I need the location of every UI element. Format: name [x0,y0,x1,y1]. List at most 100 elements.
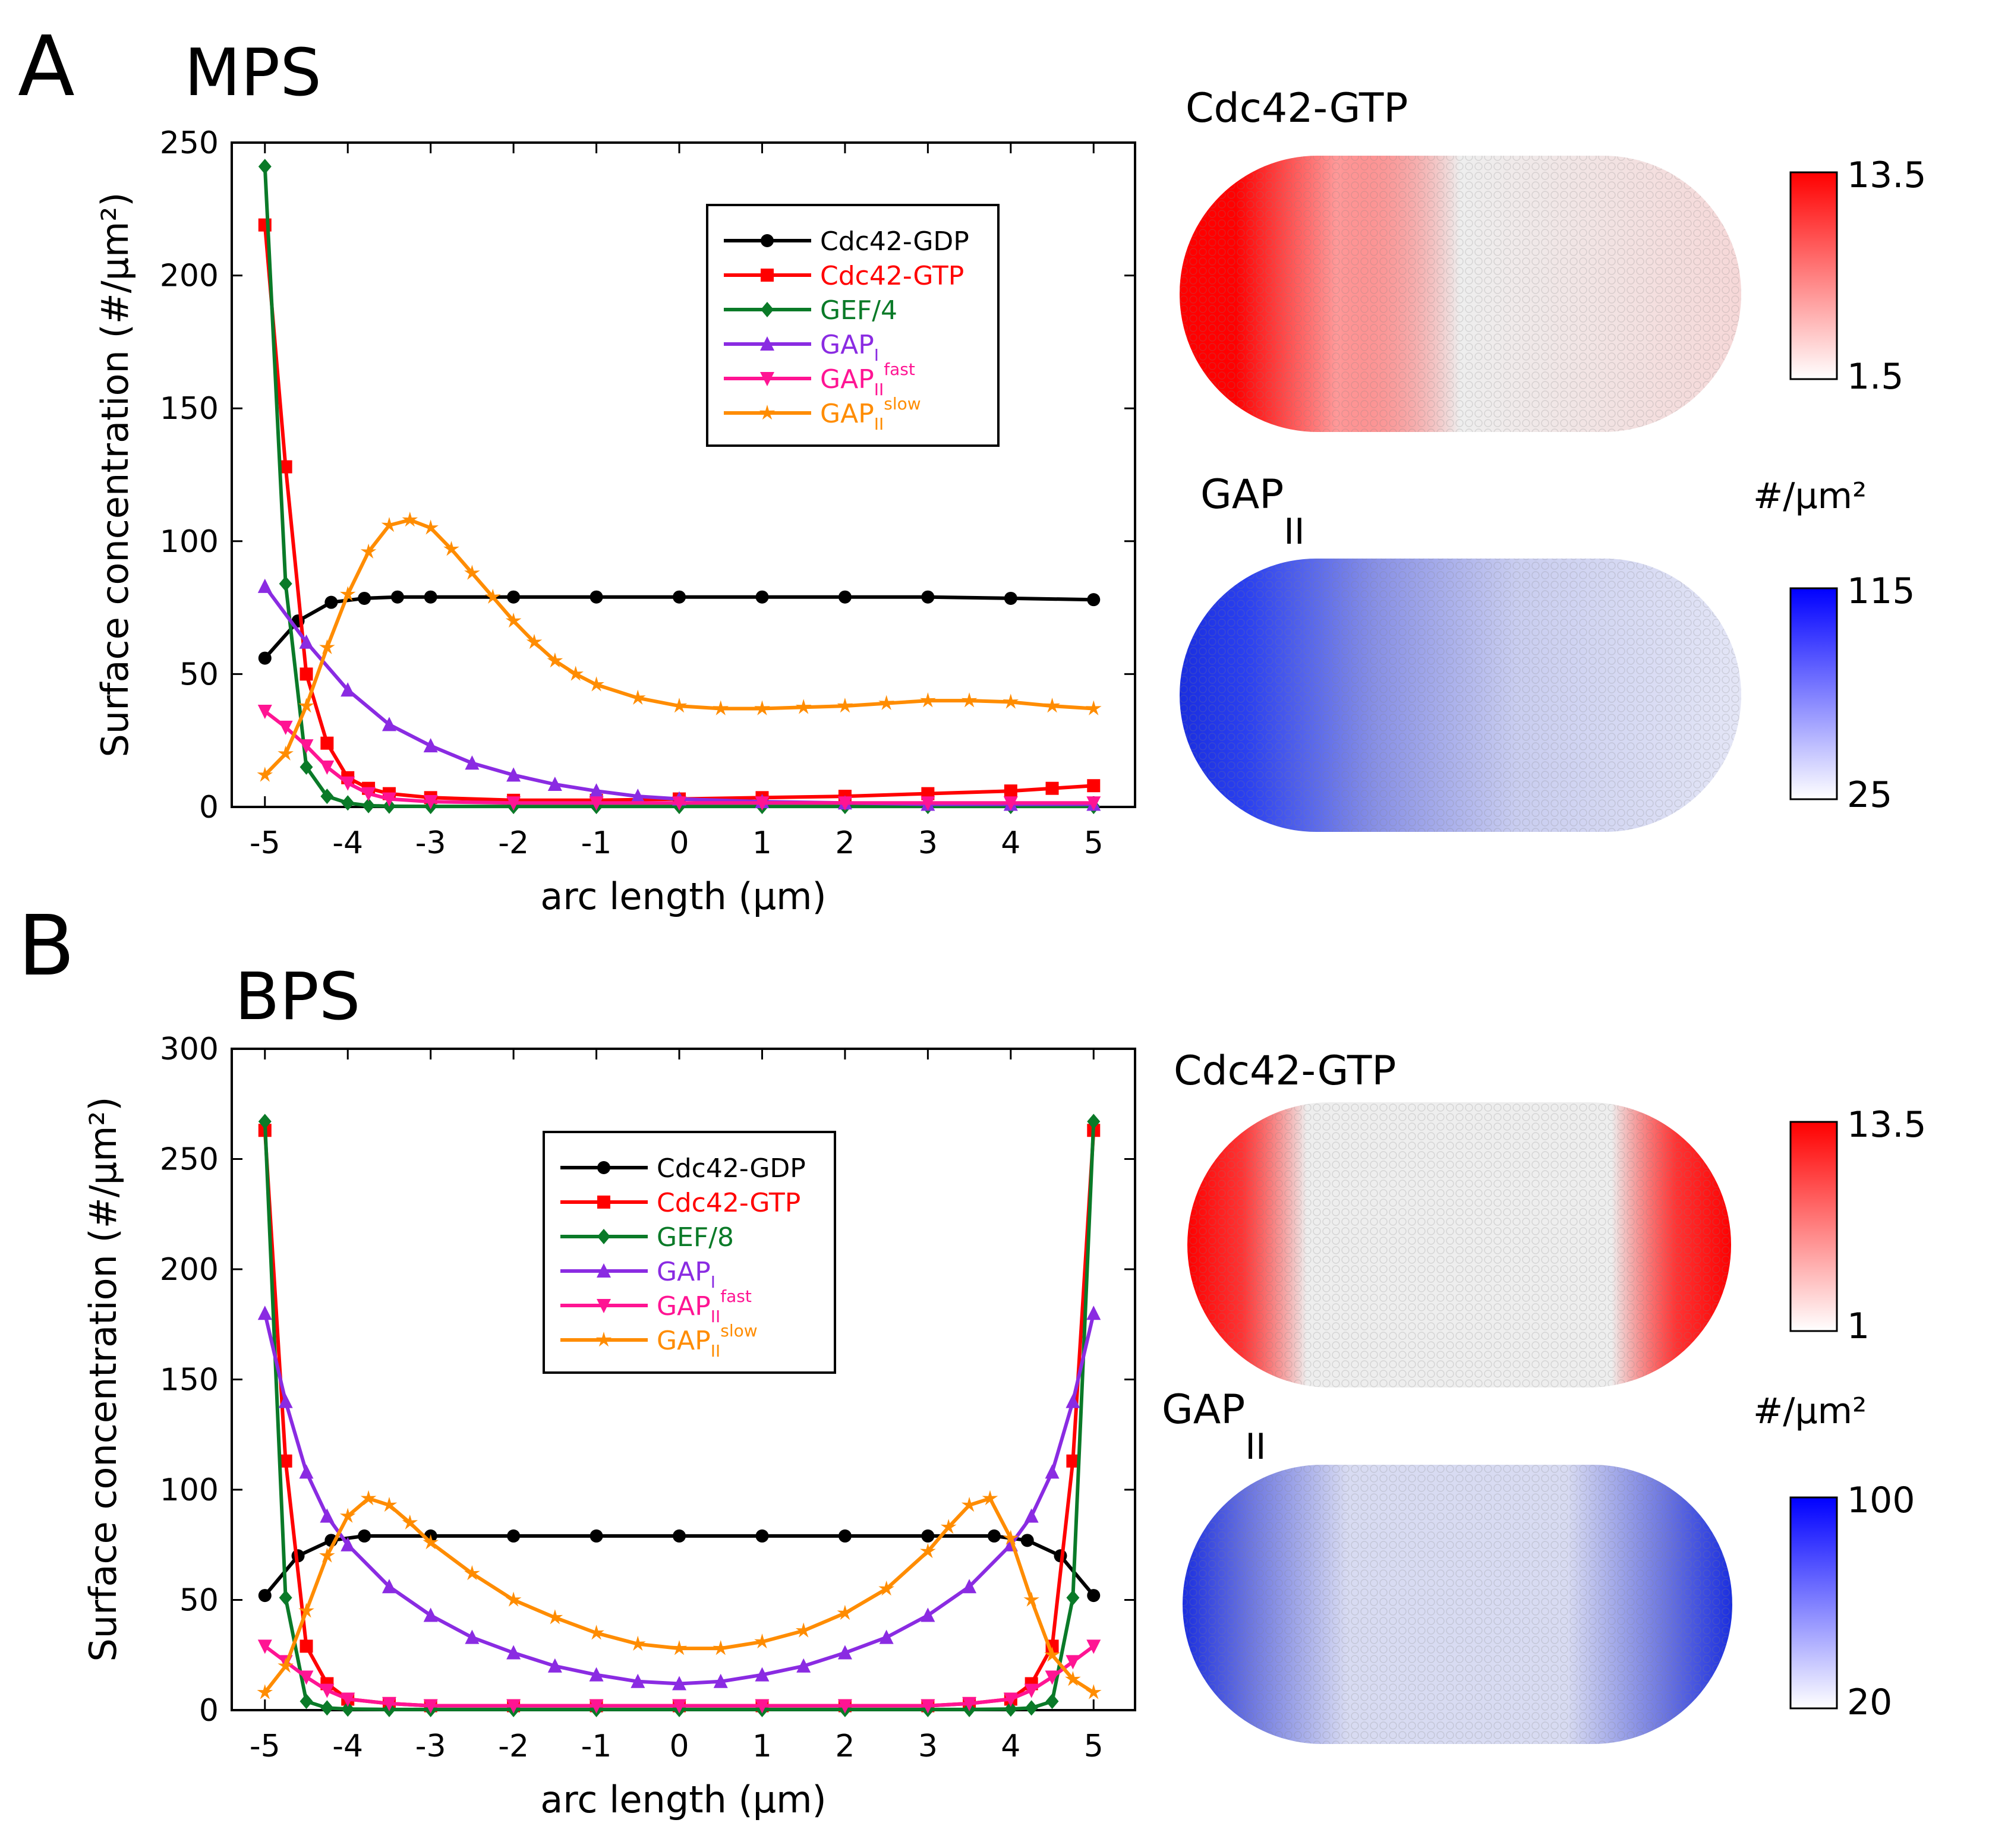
chart-b-point-gef-8 [1066,1590,1080,1606]
chart-b-legend-label-gap-ii-slow: GAPIIslow [657,1321,758,1361]
chart-a-point-cdc42-gtp [320,736,334,750]
chart-b-point-gap-ii-slow [837,1604,853,1620]
chart-b-xtick-label: 5 [1084,1729,1104,1764]
chart-a-point-cdc42-gdp [1004,591,1017,605]
map-a2-max: 115 [1847,570,1915,612]
chart-a-xtick-label: 2 [835,825,855,861]
chart-a-point-cdc42-gdp [921,590,935,604]
chart-a-legend-label-gap-ii-slow: GAPIIslow [820,394,921,434]
chart-b-xtick-label: 1 [752,1729,772,1764]
chart-a-point-gap-i [423,738,438,753]
chart-a-point-gef-4 [341,795,355,811]
chart-a-point-gap-i [257,578,272,593]
chart-a-point-gap-ii-slow [920,692,936,708]
chart-a-line-gap-ii-fast [263,709,1094,805]
chart-a-point-gap-ii-fast [299,739,314,754]
chart-b-point-cdc42-gdp [755,1529,769,1543]
chart-b-point-gap-ii-fast [589,1699,604,1714]
chart-b-point-gap-i [423,1607,438,1622]
chart-b-point-gap-ii-slow [402,1514,418,1530]
chart-b-point-gap-i [631,1673,645,1688]
chart-b-xtick-label: -3 [415,1729,446,1764]
chart-b-line-gap-ii-slow [263,1496,1095,1694]
chart-b-point-gap-i [755,1667,770,1682]
chart-b-point-gap-ii-slow [920,1543,936,1559]
chart-a-legend-label-gap-i: GAPI [820,330,879,365]
chart-a-ytick-label: 250 [160,125,219,161]
chart-a-point-cdc42-gdp [507,590,521,604]
chart-b-point-gap-i [506,1645,521,1660]
chart-a-point-gap-i [341,682,355,697]
map-a-cdc42-gtp: Cdc42-GTP 13.5 1.5 [1180,85,1927,432]
chart-a-legend-box [706,204,1000,447]
chart-a-xtick-label: -4 [332,825,363,861]
chart-b-xtick-label: 2 [835,1729,855,1764]
chart-a-point-gap-ii-fast [506,796,521,811]
chart-a-point-gap-i [465,755,480,770]
chart-b-point-gap-ii-fast [1024,1683,1039,1698]
chart-a-series-cdc42-gdp [258,590,1101,665]
chart-b-point-gap-ii-slow [982,1490,998,1506]
chart-a-ytick-label: 100 [160,524,219,560]
chart-a-point-gap-ii-slow [298,698,314,713]
chart-b-point-gap-ii-slow [381,1497,398,1512]
chart-a-point-gap-ii-fast [672,796,687,811]
map-b1-colorbar [1789,1121,1838,1332]
chart-b-point-gap-i [278,1393,293,1408]
map-a-gap-ii: GAPII #/μm² 115 25 [1180,471,1915,832]
chart-a-point-gap-i [547,776,562,791]
chart-b-point-gap-ii-fast [423,1699,438,1714]
chart-b-point-gef-8 [1025,1700,1038,1716]
chart-b-point-cdc42-gdp [590,1529,603,1543]
chart-b-point-gap-ii-slow [360,1490,377,1506]
chart-b-xtick-label: 4 [1001,1729,1020,1764]
map-a2-unit: #/μm² [1753,475,1867,517]
chart-b-point-cdc42-gdp [921,1529,935,1543]
chart-b-point-gap-i [382,1579,396,1594]
chart-a-legend-label-cdc42-gdp: Cdc42-GDP [820,226,969,257]
chart-b-point-gap-ii-slow [547,1609,563,1625]
chart-b-point-gap-i [547,1658,562,1673]
chart-b-point-gef-8 [1045,1694,1059,1710]
chart-a-point-cdc42-gdp [424,590,437,604]
chart-a-point-gap-ii-fast [257,705,272,720]
chart-a-point-gap-i [299,634,314,649]
chart-a-point-cdc42-gdp [358,591,371,605]
chart-a-ylabel: Surface concentration (#/μm²) [93,193,137,758]
chart-a-point-gef-4 [300,759,313,775]
chart-a-ytick-label: 0 [199,790,219,825]
chart-b-point-gap-ii-slow [339,1508,356,1523]
chart-b-point-gef-8 [1087,1114,1101,1130]
map-a2-surface-texture [1180,559,1741,832]
chart-b-xtick-label: -4 [332,1729,363,1764]
chart-b-point-gef-8 [341,1701,355,1717]
chart-a-xtick-label: -5 [250,825,280,861]
chart-a-point-gap-ii-slow [547,652,563,668]
chart-b-legend-label-gap-i: GAPI [657,1257,715,1292]
chart-a-ytick-label: 50 [179,657,219,692]
chart-b-point-gap-i [837,1645,852,1660]
chart-b-point-gap-i [465,1629,480,1644]
chart-b-point-gap-ii-slow [961,1497,978,1512]
map-b-cdc42-gtp: Cdc42-GTP 13.5 1 [1174,1048,1927,1387]
map-a1-surface-texture [1180,156,1741,432]
chart-a-point-gap-ii-slow [257,767,273,782]
map-a1-min: 1.5 [1847,356,1903,398]
map-b2-max: 100 [1847,1480,1915,1521]
chart-b-point-gap-ii-slow [795,1622,812,1638]
chart-a-point-gap-ii-slow [671,698,688,713]
chart-a-point-gap-ii-slow [381,517,398,532]
chart-a-point-gap-ii-fast [361,787,376,802]
chart-a-legend-marker-cdc42-gtp [761,269,774,282]
chart-b-point-gap-i [921,1607,935,1622]
chart-b-point-cdc42-gtp [300,1639,313,1653]
chart-b-point-gap-i [672,1676,687,1691]
panel-a-title: MPS [184,34,321,111]
chart-b-point-gap-ii-slow [298,1603,314,1618]
chart-b-point-gap-ii-fast [1066,1655,1080,1670]
chart-b-point-gap-ii-slow [940,1519,957,1534]
map-a1-title: Cdc42-GTP [1186,85,1408,132]
chart-b-point-gap-i [879,1629,894,1644]
